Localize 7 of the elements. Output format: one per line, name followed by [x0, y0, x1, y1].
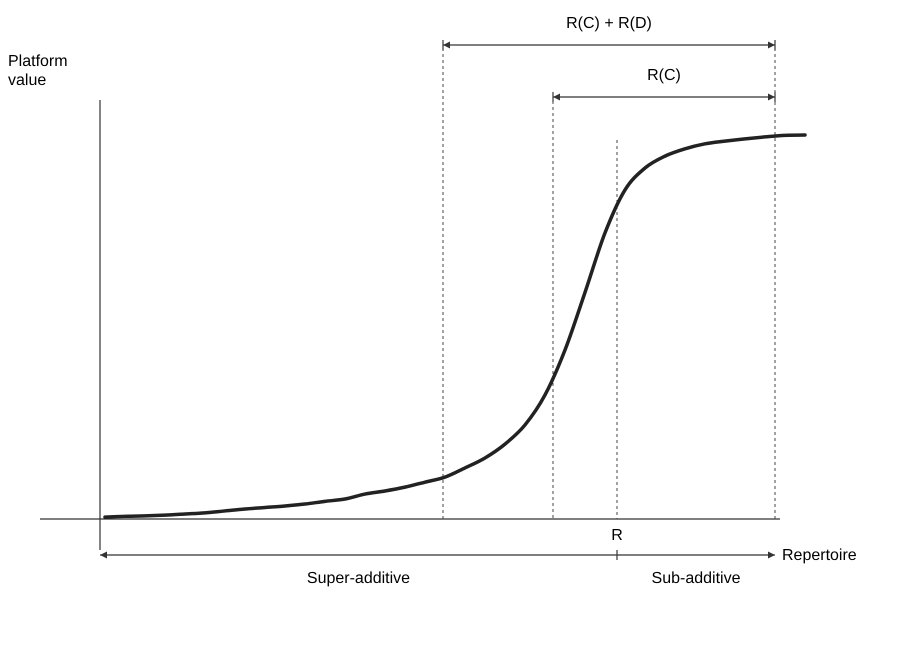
y-axis-title: Platform value: [8, 53, 68, 89]
text: R(C): [647, 67, 681, 84]
text: Super-additive: [306, 570, 410, 587]
text: R(C) + R(D): [566, 15, 652, 32]
text: Sub-additive: [652, 570, 741, 587]
x-axis-title: Repertoire: [782, 547, 857, 564]
text: R: [611, 527, 623, 544]
